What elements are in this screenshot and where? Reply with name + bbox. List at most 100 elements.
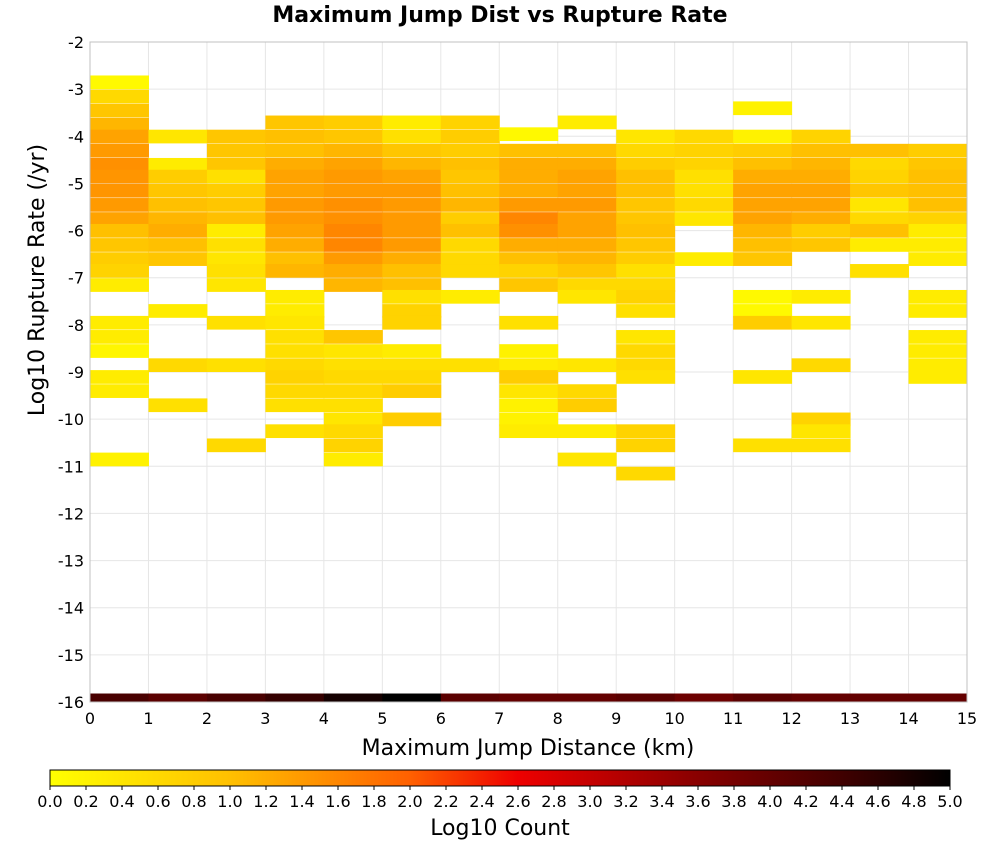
heatmap-cell [90,75,149,90]
heatmap-cell [265,143,325,158]
heatmap-cell [440,289,500,304]
heatmap-cell [791,212,851,226]
heatmap-cell [265,693,325,702]
heatmap-cell [791,412,851,427]
heatmap-cell [674,157,734,172]
x-axis-label: Maximum Jump Distance (km) [362,736,695,761]
heatmap-cell [440,129,500,144]
colorbar-tick-label: 2.2 [433,792,458,811]
heatmap-cell [499,412,559,427]
heatmap-cell [499,183,559,198]
heatmap-cell [382,370,442,384]
heatmap-cell [206,129,266,144]
heatmap-cell [908,198,968,212]
heatmap-cell [382,238,442,252]
heatmap-cell [90,212,149,226]
heatmap-cell [90,198,149,212]
heatmap-cell [382,183,442,198]
x-tick-label: 0 [85,709,95,728]
x-tick-label: 9 [611,709,621,728]
heatmap-cell [440,358,500,373]
colorbar-tick-label: 2.8 [541,792,566,811]
heatmap-cell [382,412,442,427]
heatmap-cell [499,344,559,358]
heatmap-cell [148,398,208,413]
colorbar-tick-label: 1.0 [217,792,242,811]
y-tick-label: -10 [58,410,84,429]
heatmap-cell [265,198,325,212]
heatmap-cell [499,212,559,226]
heatmap-cell [206,169,266,184]
heatmap-cell [440,115,500,130]
heatmap-cell [265,384,325,398]
heatmap-cell [908,157,968,172]
heatmap-cell [382,384,442,398]
heatmap-cell [206,278,266,292]
heatmap-cell [616,264,676,278]
heatmap-cell [382,198,442,212]
heatmap-cell [499,238,559,252]
heatmap-cell [733,129,793,144]
y-tick-label: -16 [58,693,84,712]
y-tick-label: -12 [58,504,84,523]
colorbar-tick-label: 4.6 [865,792,890,811]
x-tick-label: 8 [553,709,563,728]
heatmap-cell [323,278,383,292]
x-tick-label: 6 [436,709,446,728]
heatmap-cell [908,344,968,358]
heatmap-cell [382,169,442,184]
heatmap-cell [674,252,734,266]
heatmap-cell [148,304,208,318]
heatmap-cell [323,143,383,158]
heatmap-cell [499,278,559,292]
heatmap-cell [382,129,442,144]
heatmap-cell [265,398,325,413]
heatmap-cell [791,157,851,172]
heatmap-cell [557,223,617,238]
heatmap-cell [148,358,208,373]
heatmap-cell [323,212,383,226]
heatmap-cell [90,117,149,132]
heatmap-cell [323,169,383,184]
heatmap-cell [323,330,383,344]
heatmap-cell [440,693,500,702]
colorbar-tick-label: 1.8 [361,792,386,811]
heatmap-cell [440,143,500,158]
heatmap-cell [733,289,793,304]
heatmap-cell [148,252,208,266]
heatmap-cell [908,358,968,373]
heatmap-cell [90,223,149,238]
heatmap-cell [382,344,442,358]
heatmap-cell [90,103,149,118]
heatmap-cell [323,398,383,413]
heatmap-cell [616,169,676,184]
heatmap-cell [382,278,442,292]
heatmap-cell [616,238,676,252]
colorbar-tick-labels: 0.0 0.2 0.4 0.6 0.8 1.0 1.2 1.4 1.6 1.8 2.0 2.2 2.4 2… [37,786,963,811]
heatmap-cell [440,212,500,226]
heatmap-cell [616,424,676,439]
heatmap-cell [265,358,325,373]
heatmap-cell [616,693,676,702]
heatmap-cell [674,198,734,212]
heatmap-cell [616,438,676,453]
colorbar-tick-label: 1.4 [289,792,314,811]
heatmap-cell [850,169,910,184]
heatmap-cell [323,424,383,439]
heatmap-cell [382,264,442,278]
heatmap-cell [90,330,149,344]
heatmap-cell [206,264,266,278]
heatmap-cell [908,223,968,238]
heatmap-cell [90,252,149,266]
x-tick-label: 11 [723,709,743,728]
heatmap-cell [557,358,617,373]
heatmap-cell [499,398,559,413]
y-tick-label: -4 [68,127,84,146]
heatmap-cell [265,183,325,198]
heatmap-cell [616,370,676,384]
heatmap-cell [791,143,851,158]
heatmap-cell [148,198,208,212]
heatmap-cell [674,129,734,144]
heatmap-cell [90,315,149,330]
heatmap-cell [733,143,793,158]
